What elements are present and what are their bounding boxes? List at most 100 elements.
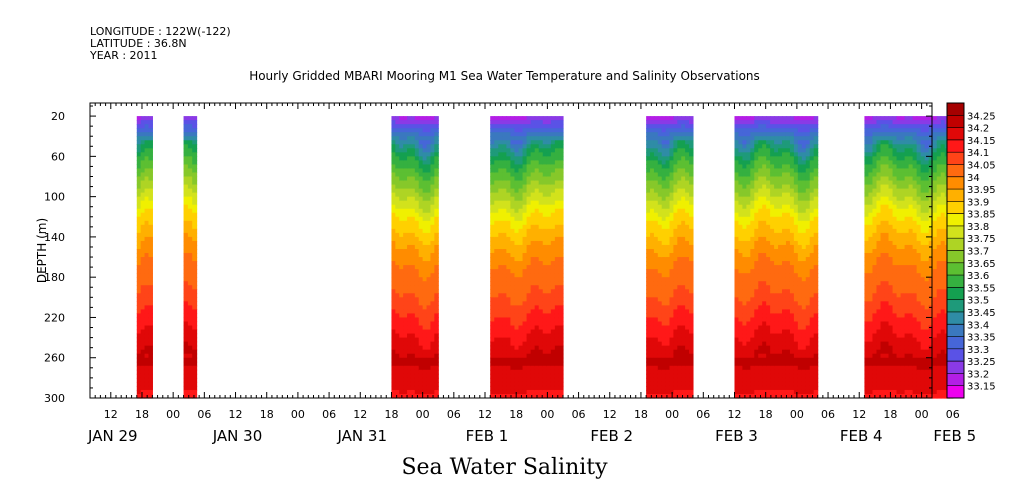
heatmap-cell — [778, 224, 783, 230]
heatmap-cell — [650, 321, 655, 327]
heatmap-cell — [653, 232, 659, 238]
heatmap-cell — [689, 196, 694, 202]
heatmap-cell — [801, 128, 807, 133]
heatmap-cell — [430, 220, 435, 226]
heatmap-cell — [526, 220, 532, 226]
heatmap-cell — [506, 212, 512, 218]
heatmap-cell — [785, 373, 791, 379]
heatmap-cell — [774, 369, 779, 375]
heatmap-cell — [778, 156, 783, 161]
heatmap-cell — [391, 228, 396, 234]
heatmap-cell — [498, 353, 503, 359]
heatmap-cell — [502, 297, 507, 302]
heatmap-cell — [546, 228, 552, 234]
heatmap-cell — [762, 281, 767, 286]
heatmap-cell — [538, 200, 544, 206]
heatmap-cell — [414, 305, 420, 310]
heatmap-cell — [407, 248, 412, 254]
heatmap-cell — [813, 228, 819, 234]
heatmap-cell — [506, 148, 512, 153]
heatmap-cell — [136, 285, 142, 290]
heatmap-cell — [742, 297, 747, 302]
heatmap-cell — [661, 333, 667, 339]
heatmap-cell — [542, 244, 548, 250]
heatmap-cell — [144, 297, 150, 302]
heatmap-cell — [414, 116, 420, 121]
heatmap-cell — [669, 132, 675, 137]
heatmap-cell — [538, 277, 544, 282]
heatmap-cell — [778, 293, 783, 298]
heatmap-cell — [742, 208, 747, 214]
heatmap-cell — [502, 196, 507, 202]
heatmap-cell — [681, 317, 686, 323]
heatmap-cell — [510, 357, 516, 363]
heatmap-cell — [762, 168, 767, 174]
heatmap-cell — [782, 349, 787, 355]
heatmap-cell — [782, 184, 787, 190]
heatmap-cell — [785, 357, 791, 363]
heatmap-cell — [399, 180, 404, 186]
heatmap-cell — [414, 273, 420, 278]
heatmap-cell — [793, 236, 799, 242]
heatmap-cell — [422, 377, 428, 383]
heatmap-cell — [518, 257, 524, 262]
heatmap-cell — [418, 136, 424, 141]
heatmap-cell — [650, 228, 655, 234]
heatmap-cell — [665, 277, 671, 282]
heatmap-cell — [689, 176, 694, 182]
heatmap-cell — [673, 220, 678, 226]
heatmap-cell — [550, 325, 556, 331]
heatmap-cell — [762, 389, 767, 395]
heatmap-cell — [187, 224, 193, 230]
heatmap-cell — [734, 333, 740, 339]
heatmap-cell — [758, 289, 763, 294]
heatmap-cell — [410, 160, 416, 166]
heatmap-cell — [665, 257, 671, 262]
heatmap-cell — [506, 132, 512, 137]
heatmap-cell — [669, 285, 675, 290]
heatmap-cell — [510, 124, 516, 129]
heatmap-cell — [782, 224, 787, 230]
heatmap-cell — [801, 180, 807, 186]
heatmap-cell — [657, 365, 663, 371]
heatmap-cell — [546, 337, 552, 343]
heatmap-cell — [813, 321, 819, 327]
heatmap-cell — [136, 293, 142, 298]
heatmap-cell — [410, 377, 416, 383]
heatmap-cell — [192, 385, 198, 391]
heatmap-cell — [797, 216, 803, 222]
heatmap-cell — [187, 248, 193, 254]
heatmap-cell — [399, 232, 404, 238]
heatmap-cell — [742, 220, 747, 226]
heatmap-cell — [526, 377, 532, 383]
heatmap-cell — [414, 257, 420, 262]
heatmap-cell — [801, 297, 807, 302]
heatmap-cell — [187, 269, 193, 274]
heatmap-cell — [669, 204, 675, 210]
heatmap-cell — [546, 281, 552, 286]
heatmap-cell — [766, 373, 771, 379]
heatmap-cell — [665, 248, 671, 254]
heatmap-cell — [391, 116, 396, 121]
heatmap-cell — [407, 305, 412, 310]
heatmap-cell — [797, 152, 803, 157]
heatmap-cell — [782, 361, 787, 367]
heatmap-cell — [410, 136, 416, 141]
heatmap-cell — [418, 365, 424, 371]
heatmap-cell — [550, 329, 556, 335]
heatmap-cell — [650, 236, 655, 242]
heatmap-cell — [434, 273, 439, 278]
heatmap-cell — [558, 128, 564, 133]
heatmap-cell — [673, 329, 678, 335]
heatmap-cell — [734, 285, 740, 290]
heatmap-cell — [758, 341, 763, 347]
heatmap-cell — [750, 124, 755, 129]
heatmap-cell — [789, 393, 795, 399]
heatmap-cell — [554, 293, 560, 298]
heatmap-cell — [646, 369, 651, 375]
heatmap-cell — [793, 120, 799, 125]
heatmap-cell — [434, 277, 439, 282]
heatmap-cell — [410, 248, 416, 254]
heatmap-cell — [774, 140, 779, 145]
heatmap-cell — [669, 365, 675, 371]
